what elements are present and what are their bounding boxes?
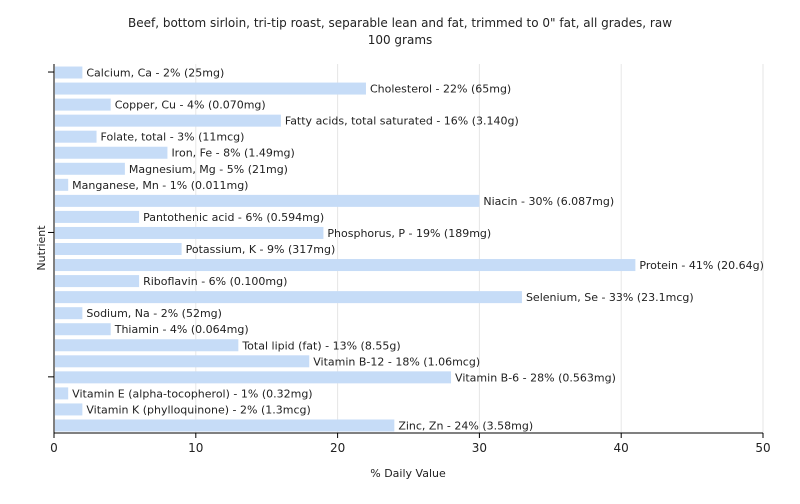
bar <box>55 178 69 191</box>
chart-title: Beef, bottom sirloin, tri-tip roast, sep… <box>128 16 672 30</box>
bar-label: Cholesterol - 22% (65mg) <box>370 83 511 96</box>
bar <box>55 98 111 111</box>
bar <box>55 210 140 223</box>
bar <box>55 275 140 288</box>
bar-label: Fatty acids, total saturated - 16% (3.14… <box>285 115 519 128</box>
y-axis-title: Nutrient <box>35 225 48 271</box>
bar-label: Copper, Cu - 4% (0.070mg) <box>115 99 266 112</box>
bar <box>55 339 239 352</box>
bar-label: Zinc, Zn - 24% (3.58mg) <box>398 419 533 432</box>
bar-label: Selenium, Se - 33% (23.1mcg) <box>526 291 694 304</box>
x-tick-label: 40 <box>614 441 629 455</box>
bar-label: Manganese, Mn - 1% (0.011mg) <box>72 179 248 192</box>
bar-label: Iron, Fe - 8% (1.49mg) <box>171 147 294 160</box>
bar-label: Sodium, Na - 2% (52mg) <box>86 307 222 320</box>
bar <box>55 194 480 207</box>
bar <box>55 291 522 304</box>
bar-label: Riboflavin - 6% (0.100mg) <box>143 275 287 288</box>
x-tick-label: 20 <box>330 441 345 455</box>
x-tick-label: 30 <box>472 441 487 455</box>
bar-label: Folate, total - 3% (11mcg) <box>101 131 245 144</box>
chart-subtitle: 100 grams <box>368 33 433 47</box>
bar <box>55 162 125 175</box>
x-tick-label: 0 <box>50 441 58 455</box>
bar-label: Potassium, K - 9% (317mg) <box>186 243 336 256</box>
bar <box>55 146 168 159</box>
bar-label: Vitamin E (alpha-tocopherol) - 1% (0.32m… <box>72 387 312 400</box>
bar-label: Pantothenic acid - 6% (0.594mg) <box>143 211 324 224</box>
x-tick-label: 10 <box>188 441 203 455</box>
bar <box>55 243 182 255</box>
x-tick-label: 50 <box>755 441 770 455</box>
bar-label: Magnesium, Mg - 5% (21mg) <box>129 163 288 176</box>
bar <box>55 403 83 416</box>
bar <box>55 259 636 272</box>
bar <box>55 307 83 320</box>
bar <box>55 130 97 143</box>
bar-label: Niacin - 30% (6.087mg) <box>483 195 614 208</box>
bar-label: Vitamin B-6 - 28% (0.563mg) <box>455 371 616 384</box>
bar <box>55 66 83 79</box>
bar <box>55 419 395 432</box>
x-axis-title: % Daily Value <box>370 467 446 480</box>
bar-label: Protein - 41% (20.64g) <box>639 259 764 272</box>
bar <box>55 387 69 400</box>
axes: 0 10 20 30 40 50 <box>48 64 771 455</box>
bar-label: Total lipid (fat) - 13% (8.55g) <box>241 339 400 352</box>
bars: Calcium, Ca - 2% (25mg) Cholesterol - 22%… <box>55 66 764 432</box>
bar <box>55 114 281 127</box>
bar-label: Calcium, Ca - 2% (25mg) <box>86 67 224 80</box>
bar-label: Vitamin K (phylloquinone) - 2% (1.3mcg) <box>86 403 310 416</box>
bar <box>55 355 310 368</box>
bar-label: Vitamin B-12 - 18% (1.06mcg) <box>313 355 480 368</box>
bar <box>55 371 452 384</box>
bar-label: Phosphorus, P - 19% (189mg) <box>327 227 491 240</box>
bar <box>55 226 324 239</box>
bar-label: Thiamin - 4% (0.064mg) <box>114 323 249 336</box>
bar <box>55 82 366 95</box>
bar <box>55 323 111 336</box>
